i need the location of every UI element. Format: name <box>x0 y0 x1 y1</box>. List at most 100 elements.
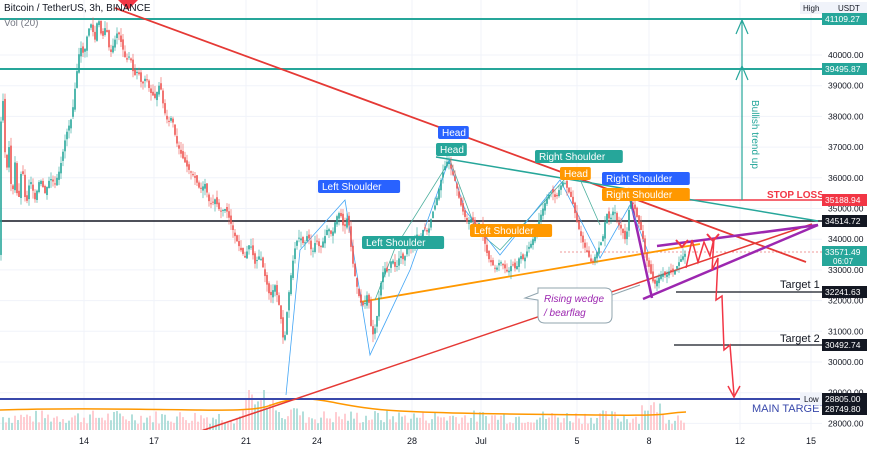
candle-body <box>168 120 170 122</box>
pattern-label-box <box>362 236 445 249</box>
pattern-label-box <box>470 224 553 237</box>
candle-body <box>32 184 34 191</box>
candle-body <box>514 262 516 269</box>
volume-bar <box>398 412 400 430</box>
candle-body <box>442 172 444 178</box>
candle-body <box>24 174 26 197</box>
volume-bar <box>59 421 61 430</box>
candle-body <box>680 259 682 262</box>
low-label: Low <box>804 395 819 404</box>
volume-bar <box>422 411 424 430</box>
candle-body <box>364 302 366 304</box>
volume-bar <box>104 420 106 430</box>
volume-bar <box>170 421 172 430</box>
volume-bar <box>311 418 313 430</box>
candle-body <box>66 131 68 140</box>
arrow-head-icon <box>735 64 749 81</box>
volume-bar <box>218 413 220 430</box>
y-tick-label: 39000.00 <box>828 81 864 91</box>
sell-marker-icon <box>675 233 720 249</box>
volume-bar <box>29 416 31 430</box>
candle-body <box>156 91 158 101</box>
candle-body <box>210 203 212 205</box>
y-tick-label: 30000.00 <box>828 357 864 367</box>
candle-body <box>164 103 166 114</box>
candle-body <box>358 288 360 296</box>
y-tick-label: 32000.00 <box>828 296 864 306</box>
volume-bar <box>194 412 196 430</box>
candle-body <box>270 291 272 296</box>
chart-header: Bitcoin / TetherUS, 3h, BINANCE Vol (20) <box>4 3 151 29</box>
candle-body <box>676 266 678 269</box>
candle-body <box>504 264 506 269</box>
volume-bar <box>647 410 649 430</box>
candle-body <box>198 182 200 188</box>
y-tick-label: 31000.00 <box>828 326 864 336</box>
volume-bar <box>242 409 244 430</box>
candle-body <box>334 222 336 233</box>
candle-body <box>190 171 192 173</box>
volume-bar <box>656 412 658 430</box>
candle-body <box>434 205 436 210</box>
candle-body <box>276 285 278 296</box>
volume-bar <box>440 417 442 430</box>
candle-body <box>280 305 282 320</box>
volume-bar <box>200 415 202 430</box>
volume-bar <box>95 417 97 430</box>
volume-bar <box>17 420 19 430</box>
candle-body <box>242 247 244 254</box>
candle-body <box>292 260 294 278</box>
volume-bar <box>86 423 88 430</box>
volume-bar <box>653 402 655 430</box>
volume-bar <box>119 413 121 430</box>
candle-body <box>568 187 570 193</box>
volume-bar <box>581 423 583 430</box>
candle-body <box>576 212 578 222</box>
candle-body <box>6 154 8 168</box>
volume-bar <box>176 416 178 430</box>
volume-bar <box>71 417 73 430</box>
candle-body <box>214 199 216 205</box>
volume-bar <box>383 422 385 430</box>
volume-bar <box>20 414 22 430</box>
volume-bar <box>404 415 406 430</box>
candle-body <box>16 163 18 194</box>
price-tag-box <box>822 393 867 405</box>
candle-body <box>282 317 284 338</box>
volume-bar <box>8 417 10 430</box>
price-tag-box <box>822 339 867 351</box>
volume-bar <box>11 422 13 430</box>
candle-body <box>48 180 50 188</box>
volume-bar <box>548 417 550 430</box>
candle-body <box>554 194 556 197</box>
wedge-note-line: / bearflag <box>543 308 586 319</box>
pattern-label-box <box>602 188 690 201</box>
price-tag: 35188.94 <box>825 195 861 205</box>
candle-body <box>46 187 48 196</box>
volume-bar <box>578 418 580 430</box>
candle-body <box>620 224 622 229</box>
candle-body <box>224 209 226 211</box>
candle-body <box>636 207 638 217</box>
volume-bar <box>302 411 304 430</box>
x-tick-label: 12 <box>735 436 745 446</box>
candle-body <box>378 297 380 317</box>
volume-bar <box>629 422 631 430</box>
volume-bar <box>557 417 559 430</box>
volume-bar <box>275 410 277 430</box>
volume-bar <box>305 422 307 430</box>
wedge-note-line: Rising wedge <box>544 294 604 305</box>
volume-bar <box>179 412 181 430</box>
candle-body <box>142 81 144 84</box>
candle-body <box>176 136 178 144</box>
price-tag: 34514.72 <box>825 216 861 226</box>
candle-body <box>302 237 304 244</box>
candle-body <box>174 124 176 135</box>
volume-bar <box>542 411 544 430</box>
volume-bar <box>464 415 466 430</box>
volume-bar <box>356 412 358 430</box>
candle-body <box>594 256 596 262</box>
pattern-label: Head <box>564 169 588 180</box>
volume-bar <box>239 416 241 430</box>
